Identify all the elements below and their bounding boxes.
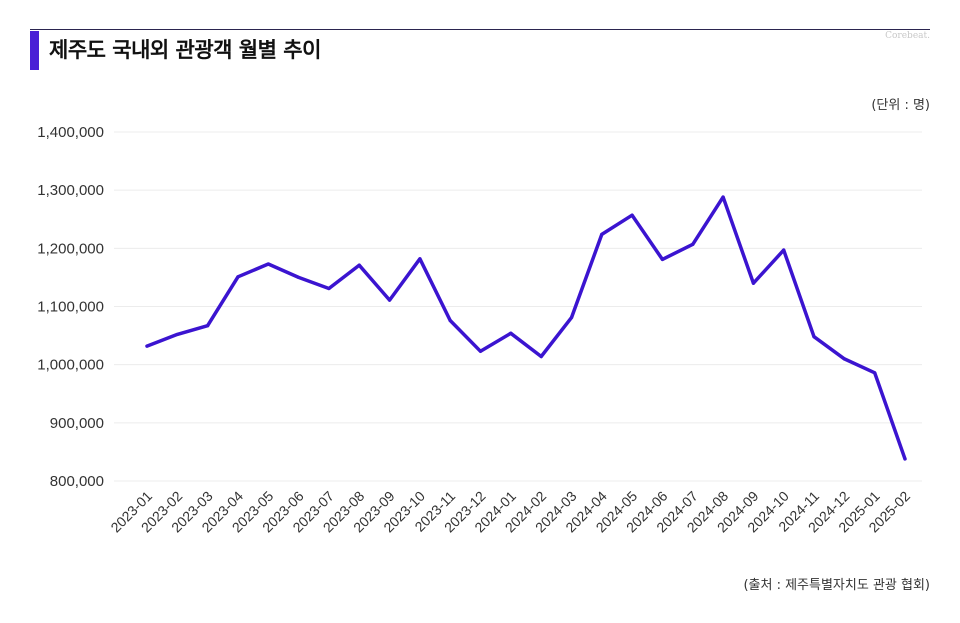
data-point bbox=[539, 354, 543, 359]
y-tick-label: 1,200,000 bbox=[37, 240, 104, 257]
title-accent-bar bbox=[30, 31, 39, 70]
series-group bbox=[145, 195, 907, 461]
x-axis: 2023-012023-022023-032023-042023-052023-… bbox=[107, 488, 913, 536]
data-point bbox=[691, 242, 695, 246]
data-point bbox=[751, 281, 756, 285]
data-point bbox=[509, 331, 513, 335]
unit-label: (단위 : 명) bbox=[871, 98, 930, 113]
data-point bbox=[236, 275, 240, 279]
data-point bbox=[903, 457, 907, 461]
data-point bbox=[600, 232, 604, 236]
data-point bbox=[266, 262, 270, 266]
y-tick-label: 1,100,000 bbox=[37, 299, 104, 316]
data-point bbox=[873, 371, 877, 375]
data-point bbox=[569, 315, 574, 320]
series-line bbox=[145, 195, 907, 461]
data-point bbox=[842, 357, 846, 361]
y-tick-label: 1,300,000 bbox=[37, 182, 104, 199]
gridlines bbox=[114, 131, 922, 482]
data-point bbox=[357, 263, 361, 267]
data-point bbox=[145, 344, 149, 348]
y-tick-label: 1,400,000 bbox=[37, 124, 104, 141]
data-point bbox=[448, 318, 452, 323]
data-point bbox=[175, 332, 179, 337]
data-point bbox=[327, 286, 331, 291]
data-point bbox=[782, 248, 786, 252]
top-rule bbox=[30, 29, 930, 30]
data-point bbox=[297, 275, 301, 280]
data-point bbox=[387, 298, 392, 302]
y-tick-label: 800,000 bbox=[50, 473, 104, 490]
data-point bbox=[660, 257, 665, 261]
data-point bbox=[630, 213, 634, 217]
y-axis: 800,000 900,000 1,000,000 1,100,000 1,200,00… bbox=[37, 124, 104, 490]
data-point bbox=[418, 257, 422, 261]
page-title: 제주도 국내외 관광객 월별 추이 bbox=[49, 38, 321, 62]
data-point bbox=[206, 324, 210, 328]
data-point bbox=[478, 349, 483, 353]
source-label: (출처 : 제주특별자치도 관광 협회) bbox=[743, 578, 930, 593]
brand-logo: Corebeat. bbox=[885, 31, 930, 41]
y-tick-label: 900,000 bbox=[50, 415, 104, 432]
data-point bbox=[812, 335, 816, 339]
y-tick-label: 1,000,000 bbox=[37, 357, 104, 374]
data-point bbox=[721, 195, 725, 199]
